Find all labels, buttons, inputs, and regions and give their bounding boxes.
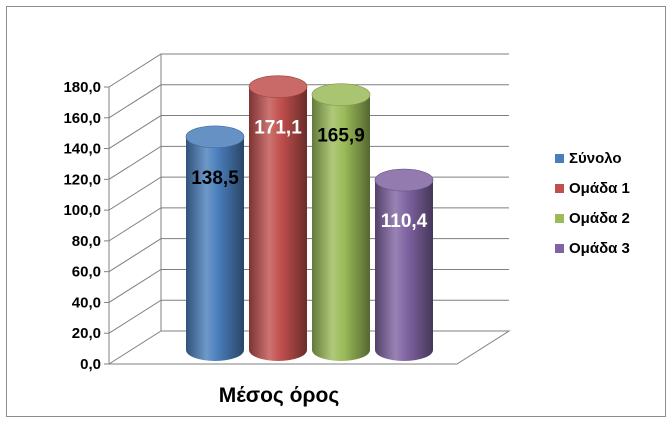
legend-label: Ομάδα 1 [569, 180, 630, 197]
chart-walls [107, 54, 511, 365]
bar-4 [374, 168, 434, 361]
legend-label: Ομάδα 3 [569, 240, 630, 257]
chart-frame: 0,0 20,0 40,0 60,0 80,0 100,0 120,0 140,0 160,0 1… [6, 6, 666, 417]
y-tick-label: 80,0 [72, 233, 101, 250]
legend-swatch [555, 244, 564, 253]
bar-1 [185, 125, 245, 361]
legend-swatch [555, 184, 564, 193]
data-label: 171,1 [254, 118, 302, 139]
gridline [108, 115, 509, 149]
bar-body [312, 94, 370, 361]
gridline [108, 176, 509, 211]
y-tick-label: 20,0 [72, 325, 101, 342]
legend-label: Σύνολο [569, 150, 622, 167]
y-tick-label: 140,0 [63, 141, 101, 158]
bar-body [249, 86, 307, 362]
y-axis: 0,0 20,0 40,0 60,0 80,0 100,0 120,0 140,0 160,0 1… [63, 79, 109, 373]
legend-label: Ομάδα 2 [569, 210, 630, 227]
y-tick-label: 40,0 [72, 294, 101, 311]
gridline [108, 145, 509, 180]
gridline [108, 84, 509, 119]
data-label: 110,4 [381, 211, 428, 232]
legend-item-4: Ομάδα 3 [555, 240, 630, 257]
y-tick-label: 100,0 [63, 202, 101, 219]
bar-chart: 0,0 20,0 40,0 60,0 80,0 100,0 120,0 140,0 160,0 1… [63, 53, 630, 407]
y-tick-label: 120,0 [63, 171, 101, 188]
legend-item-3: Ομάδα 2 [555, 210, 630, 227]
y-tick-label: 160,0 [63, 110, 101, 127]
bar-top [248, 75, 308, 98]
y-tick-label: 0,0 [80, 356, 101, 373]
gridlines [108, 53, 509, 334]
bar-top [374, 168, 434, 192]
bar-top [185, 125, 245, 149]
bar-3 [311, 83, 371, 361]
x-category-label: Μέσος όρος [219, 384, 340, 407]
floor [107, 330, 511, 365]
gridline [108, 238, 509, 273]
bar-body [186, 136, 244, 361]
data-labels: 138,5 171,1 165,9 110,4 [191, 118, 427, 232]
legend-item-2: Ομάδα 1 [555, 180, 630, 197]
data-label: 165,9 [317, 126, 365, 147]
data-label: 138,5 [191, 168, 239, 189]
gridline [108, 53, 509, 88]
legend: Σύνολο Ομάδα 1 Ομάδα 2 Ομάδα 3 [555, 150, 630, 257]
y-tick-label: 180,0 [63, 79, 101, 96]
gridline [108, 207, 509, 242]
legend-item-1: Σύνολο [555, 150, 622, 167]
gridline [108, 268, 509, 303]
x-axis: Μέσος όρος [219, 384, 340, 407]
bar-2 [248, 75, 308, 362]
y-tick-label: 60,0 [72, 264, 101, 281]
bar-top [311, 83, 371, 106]
gridline [108, 299, 509, 334]
legend-swatch [555, 214, 564, 223]
bars [185, 75, 434, 362]
legend-swatch [555, 154, 564, 163]
bar-body [375, 180, 433, 361]
